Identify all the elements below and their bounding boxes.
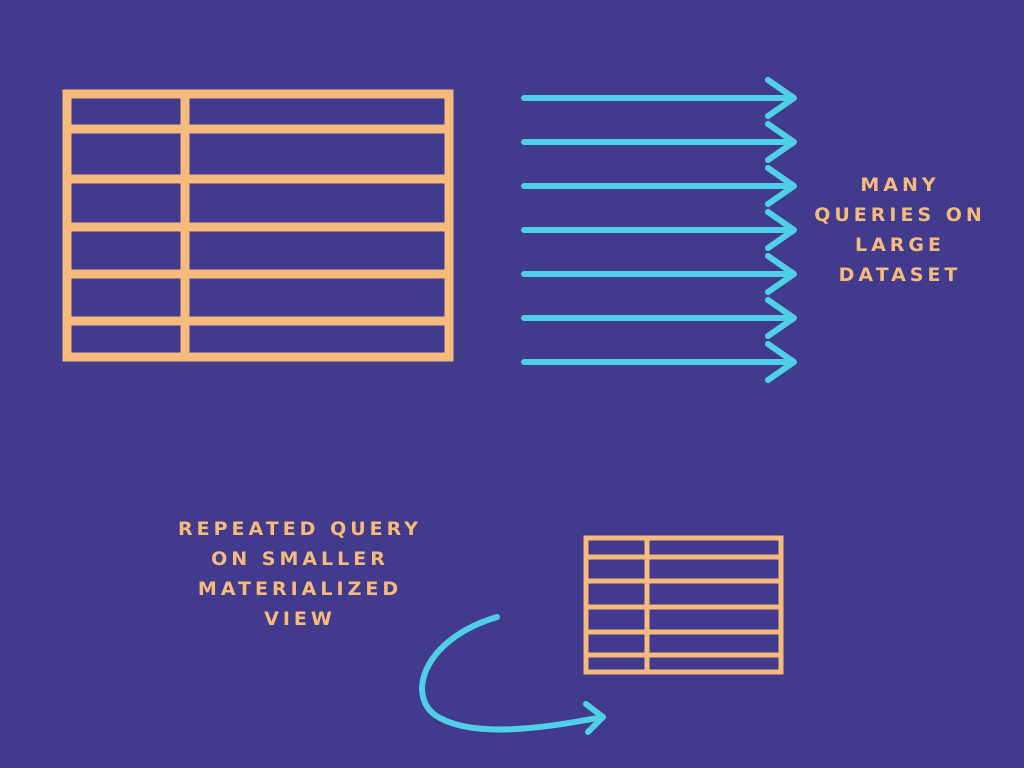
caption-line: VIEW bbox=[264, 608, 336, 630]
query-arrows-icon bbox=[521, 77, 797, 383]
caption-line: QUERIES ON bbox=[814, 204, 986, 226]
query-arrow bbox=[521, 165, 797, 207]
query-arrow bbox=[521, 341, 797, 383]
caption-line: DATASET bbox=[838, 264, 962, 286]
caption-line: LARGE bbox=[854, 234, 946, 256]
query-arrow bbox=[521, 297, 797, 339]
caption-line: REPEATED QUERY bbox=[178, 518, 422, 540]
query-arrow bbox=[521, 121, 797, 163]
small-table-icon bbox=[583, 535, 784, 675]
query-arrow bbox=[521, 209, 797, 251]
caption-line: ON SMALLER bbox=[211, 548, 389, 570]
caption-line: MATERIALIZED bbox=[197, 578, 403, 600]
large-table-icon bbox=[62, 89, 454, 362]
query-arrow bbox=[521, 253, 797, 295]
query-arrow bbox=[521, 77, 797, 119]
loop-arrow-icon bbox=[419, 614, 606, 735]
caption-line: MANY bbox=[860, 174, 940, 196]
caption-large-dataset: MANY QUERIES ON LARGE DATASET bbox=[800, 170, 1000, 290]
caption-materialized-view: REPEATED QUERY ON SMALLER MATERIALIZED V… bbox=[160, 514, 440, 634]
